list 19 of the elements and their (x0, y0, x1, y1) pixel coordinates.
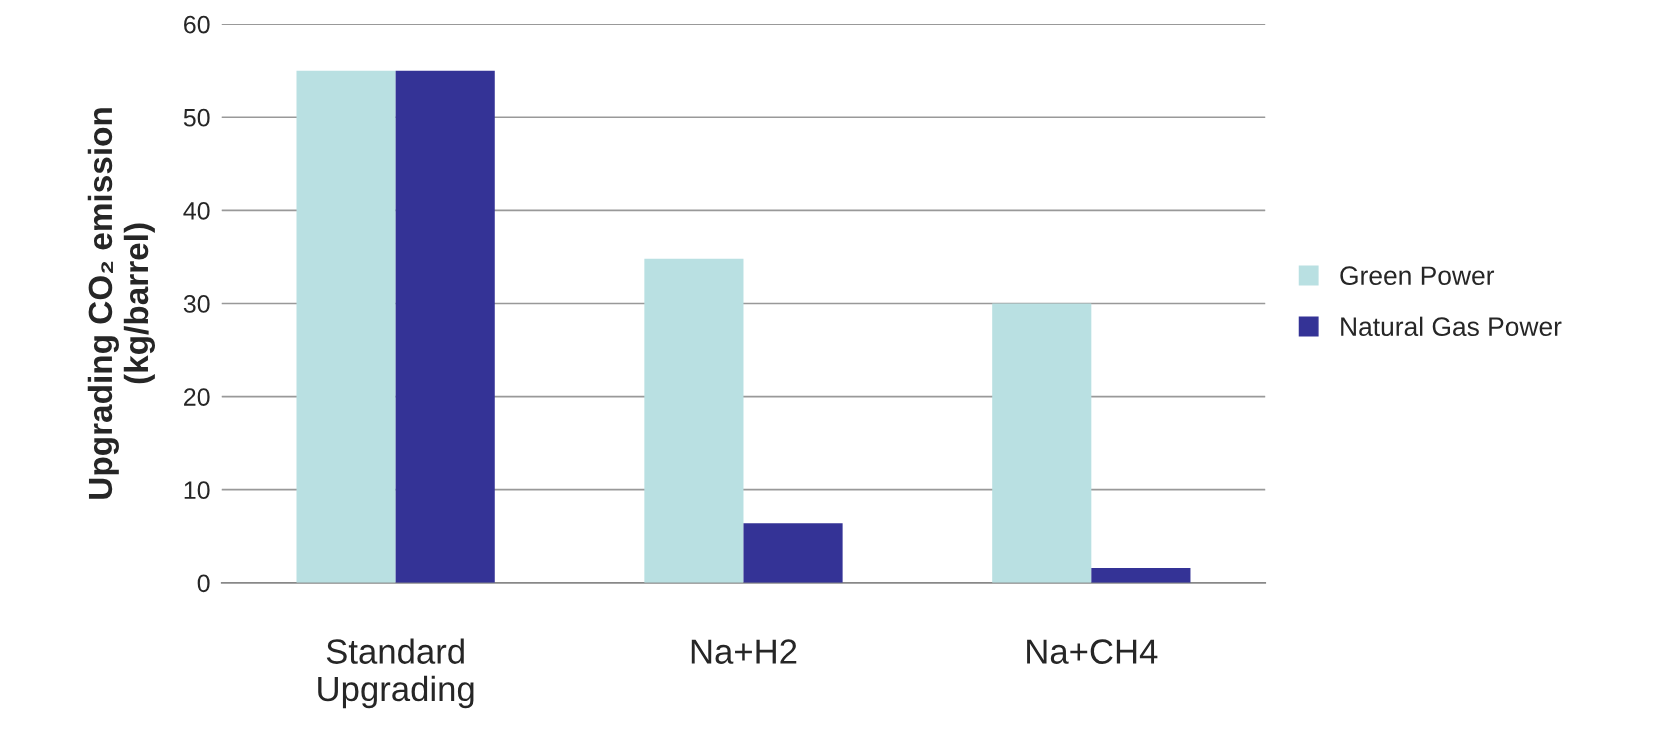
y-tick-label: 60 (184, 15, 210, 34)
x-tick-label: Na+H2 (691, 639, 797, 664)
bar (743, 523, 843, 583)
bar (395, 70, 495, 583)
y-tick-label: 0 (197, 574, 210, 593)
bar (992, 303, 1092, 583)
legend-label: Green Power (1340, 266, 1495, 286)
y-tick-label: 20 (184, 388, 210, 406)
bar (1091, 567, 1191, 583)
y-tick-label: 40 (183, 201, 210, 220)
x-tick-label: Na+CH4 (1027, 639, 1158, 664)
y-tick-label: 50 (183, 108, 210, 127)
y-tick-label: 10 (184, 481, 210, 500)
y-axis-title: Upgrading CO₂ emission (kg/barrel) (87, 108, 156, 499)
y-tick-label: 30 (183, 295, 210, 313)
x-tick-label: Standard Upgrading (318, 638, 474, 709)
bar (296, 70, 396, 583)
bar (644, 258, 744, 583)
legend-label: Natural Gas Power (1341, 316, 1562, 337)
